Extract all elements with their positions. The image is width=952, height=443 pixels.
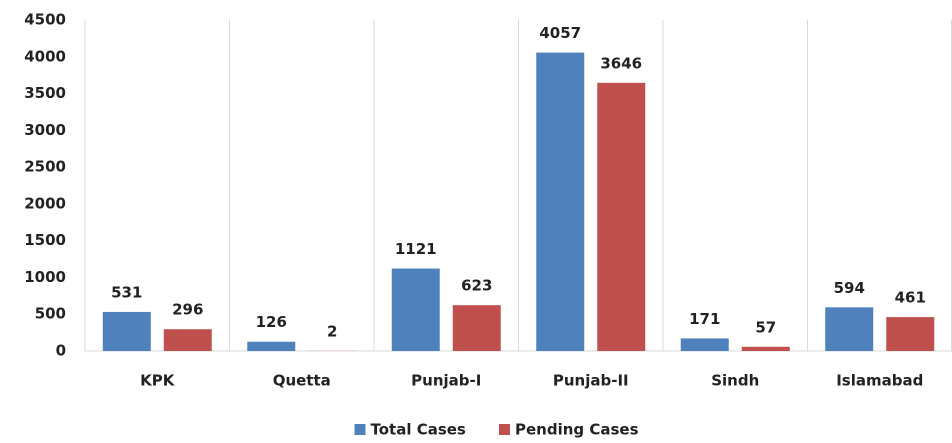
x-tick-label: Islamabad [836, 372, 923, 390]
data-label: 594 [834, 279, 865, 297]
bar [102, 311, 151, 351]
data-label: 4057 [539, 24, 581, 42]
data-label: 171 [689, 310, 720, 328]
legend-label: Pending Cases [515, 421, 639, 439]
data-label: 2 [327, 322, 337, 340]
y-tick-label: 0 [56, 342, 66, 360]
y-tick-label: 4500 [24, 11, 66, 29]
legend-swatch [354, 424, 366, 435]
x-tick-label: Punjab-I [411, 372, 481, 390]
x-tick-label: Quetta [273, 372, 331, 390]
y-tick-label: 4000 [24, 47, 66, 65]
legend-swatch [499, 424, 510, 435]
bar [452, 305, 501, 351]
bar [247, 341, 296, 351]
y-tick-label: 3500 [24, 84, 66, 102]
bar [886, 317, 935, 351]
y-tick-label: 2000 [24, 194, 66, 212]
bar [391, 268, 440, 351]
x-tick-label: KPK [140, 372, 176, 390]
data-label: 3646 [600, 54, 642, 72]
data-label: 461 [895, 289, 926, 307]
data-label: 57 [755, 318, 776, 336]
data-label: 126 [256, 313, 287, 331]
y-tick-label: 1500 [24, 231, 66, 249]
x-tick-label: Sindh [711, 372, 759, 390]
bar [597, 82, 646, 352]
bar [680, 338, 729, 351]
bar [163, 329, 212, 351]
data-label: 1121 [395, 240, 437, 258]
data-label: 296 [172, 301, 203, 319]
data-label: 623 [461, 277, 492, 295]
bar [825, 307, 874, 351]
y-tick-label: 1000 [24, 268, 66, 286]
x-tick-label: Punjab-II [553, 372, 629, 390]
y-tick-label: 500 [35, 305, 66, 323]
legend-label: Total Cases [371, 421, 466, 439]
y-tick-label: 2500 [24, 158, 66, 176]
bar [741, 346, 790, 351]
data-label: 531 [111, 283, 142, 301]
y-tick-label: 3000 [24, 121, 66, 139]
bar [536, 52, 585, 351]
